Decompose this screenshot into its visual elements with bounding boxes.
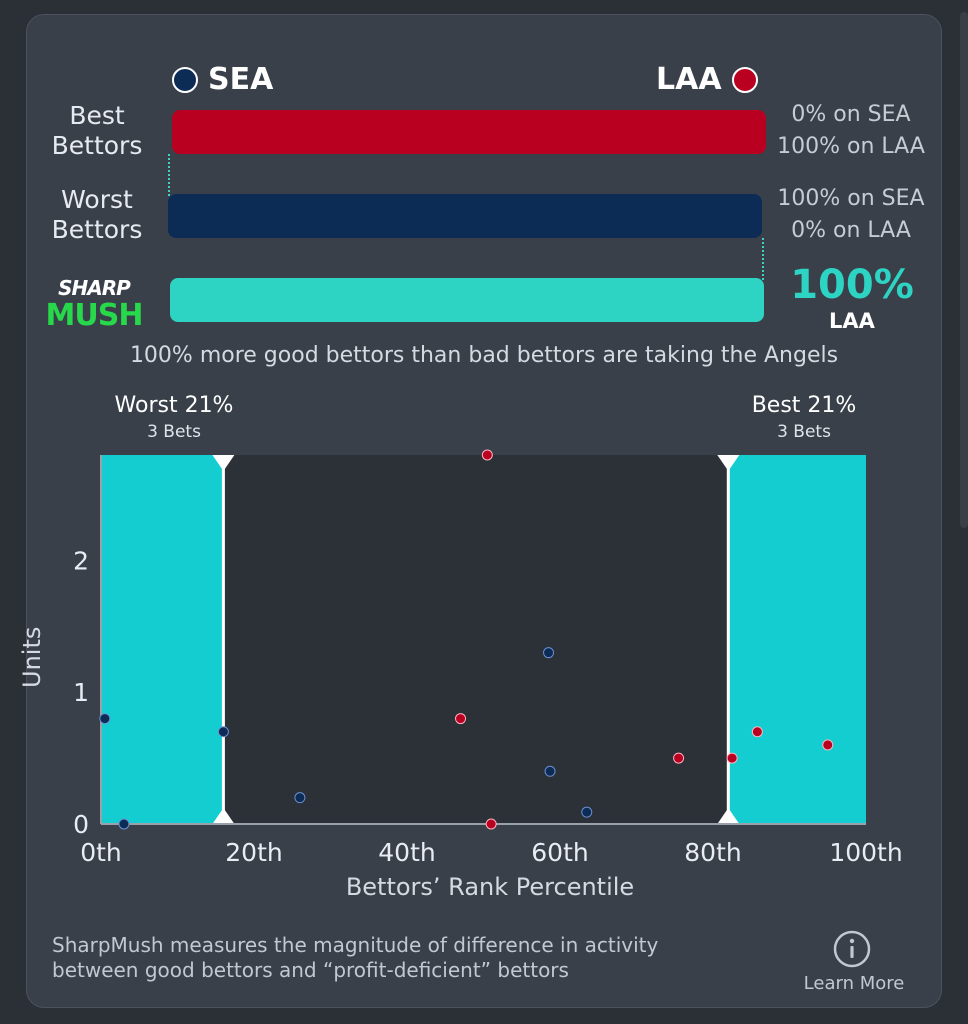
x-tick-label: 40th xyxy=(378,838,435,867)
best-split-laa: 100% on LAA xyxy=(777,134,925,159)
best-bracket-bets: 3 Bets xyxy=(777,422,831,442)
learn-more-link[interactable]: Learn More xyxy=(803,973,905,994)
away-team-dot xyxy=(172,66,198,93)
point-laa xyxy=(485,818,497,830)
point-laa xyxy=(822,739,834,751)
logo-sharp-text: SHARP xyxy=(58,276,131,300)
connector-line-right xyxy=(762,238,764,280)
best-bracket-label: Best 21% 3 Bets xyxy=(724,393,884,442)
best-bettors-bar xyxy=(172,110,766,154)
worst-split-laa: 0% on LAA xyxy=(791,218,911,243)
sharpmush-value: 100% xyxy=(790,262,914,308)
x-axis-title: Bettors’ Rank Percentile xyxy=(345,873,635,901)
sharpmush-summary: 100% more good bettors than bad bettors … xyxy=(129,343,839,368)
point-sea xyxy=(99,713,111,725)
y-axis-title: Units xyxy=(18,626,46,688)
point-sea xyxy=(544,765,556,777)
y-tick-label: 1 xyxy=(73,678,89,707)
point-laa xyxy=(751,726,763,738)
point-laa xyxy=(455,713,467,725)
x-tick-label: 60th xyxy=(531,838,588,867)
best-bettors-split: 0% on SEA 100% on LAA xyxy=(766,99,936,163)
info-icon[interactable] xyxy=(832,929,872,969)
point-laa xyxy=(481,449,493,461)
bracket-top-marker-0 xyxy=(212,455,235,471)
worst-label-line-1: Worst xyxy=(61,185,133,214)
point-sea xyxy=(581,806,593,818)
worst-bettors-label: Worst Bettors xyxy=(32,185,162,245)
sharpmush-team: LAA xyxy=(829,309,875,333)
sharpmush-logo: SHARP MUSH xyxy=(36,276,152,334)
best-label-line-1: Best xyxy=(69,101,125,130)
point-laa xyxy=(673,752,685,764)
y-tick-label: 2 xyxy=(73,546,89,575)
best-split-sea: 0% on SEA xyxy=(791,102,911,127)
worst-label-line-2: Bettors xyxy=(51,215,143,244)
bracket-bottom-marker-0 xyxy=(212,808,235,824)
bracket-top-marker-1 xyxy=(717,455,740,471)
worst-bettors-bar xyxy=(168,194,762,238)
scrollbar-thumb[interactable] xyxy=(960,12,968,528)
x-tick-label: 80th xyxy=(684,838,741,867)
footer-line-1: SharpMush measures the magnitude of diff… xyxy=(52,933,659,957)
worst-bracket-bets: 3 Bets xyxy=(147,422,201,442)
best-label-line-2: Bettors xyxy=(51,131,143,160)
y-tick-label: 0 xyxy=(73,810,89,839)
x-tick-label: 100th xyxy=(829,838,902,867)
best-bettors-label: Best Bettors xyxy=(32,101,162,161)
footer-line-2: between good bettors and “profit-deficie… xyxy=(52,958,569,982)
bracket-bottom-marker-1 xyxy=(717,808,740,824)
away-team: SEA xyxy=(172,62,273,97)
point-sea xyxy=(217,726,229,738)
worst-split-sea: 100% on SEA xyxy=(777,186,925,211)
home-team-dot xyxy=(731,66,758,93)
worst-bracket-title: Worst 21% xyxy=(114,393,234,418)
worst-bracket-label: Worst 21% 3 Bets xyxy=(94,393,254,442)
connector-line-left xyxy=(168,154,170,196)
worst-bettors-split: 100% on SEA 0% on LAA xyxy=(766,183,936,247)
best-bracket-title: Best 21% xyxy=(751,393,857,418)
highlight-band-1 xyxy=(728,455,866,824)
home-team-abbr: LAA xyxy=(656,62,722,97)
x-tick-label: 0th xyxy=(80,838,122,867)
point-sea xyxy=(543,647,555,659)
home-team: LAA xyxy=(656,62,758,97)
footer-description: SharpMush measures the magnitude of diff… xyxy=(52,933,772,983)
point-sea xyxy=(294,792,306,804)
logo-mush-text: MUSH xyxy=(45,298,144,333)
point-laa xyxy=(726,752,738,764)
sharpmush-bar xyxy=(170,278,764,322)
away-team-abbr: SEA xyxy=(208,62,274,97)
x-tick-label: 20th xyxy=(225,838,282,867)
highlight-band-0 xyxy=(101,455,224,824)
point-sea xyxy=(118,818,130,830)
sharpmush-result: 100% LAA xyxy=(772,262,932,334)
